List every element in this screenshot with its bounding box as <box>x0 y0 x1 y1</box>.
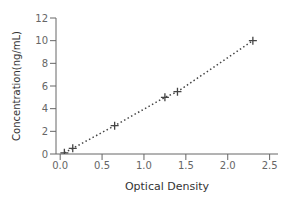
svg-text:0.5: 0.5 <box>94 160 110 171</box>
svg-text:0.0: 0.0 <box>52 160 68 171</box>
svg-text:0: 0 <box>42 149 48 160</box>
svg-text:Optical Density: Optical Density <box>125 180 210 192</box>
svg-text:10: 10 <box>35 35 48 46</box>
svg-text:4: 4 <box>42 103 48 114</box>
svg-text:2: 2 <box>42 126 48 137</box>
svg-text:6: 6 <box>42 81 48 92</box>
svg-text:Concentration(ng/mL): Concentration(ng/mL) <box>11 31 22 141</box>
svg-text:8: 8 <box>42 58 48 69</box>
svg-text:2.5: 2.5 <box>262 160 278 171</box>
svg-text:1.0: 1.0 <box>136 160 152 171</box>
svg-text:2.0: 2.0 <box>220 160 236 171</box>
svg-text:1.5: 1.5 <box>178 160 194 171</box>
svg-text:12: 12 <box>35 13 48 24</box>
